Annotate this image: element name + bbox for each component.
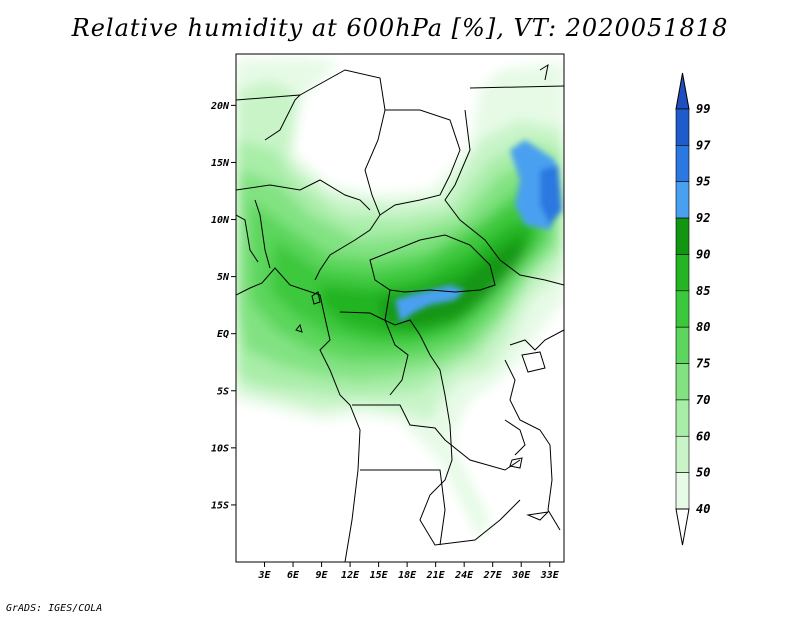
lon-tick-label: 27E [483,570,503,581]
colorbar-level-label: 40 [696,502,710,516]
colorbar-swatch [675,108,690,146]
coastline-west [236,267,361,562]
lake-mweru [509,457,523,469]
lake-kariba [526,511,550,521]
lon-tick-label: 21E [426,570,446,581]
lon-tick-label: 33E [540,570,560,581]
colorbar-level-label: 92 [696,211,710,225]
rh-band-85 [320,220,535,335]
colorbar-level-label: 50 [696,466,710,480]
colorbar-level-label: 70 [696,393,710,407]
lon-tick-label: 30E [511,570,531,581]
island-bioko [295,323,303,333]
colorbar-swatch [675,290,690,328]
colorbar-swatch [675,435,690,473]
border-line-10 [236,94,302,141]
border-line-4 [444,109,564,286]
rh-band-97-east [540,165,562,225]
border-line-7 [384,289,409,396]
border-line-6 [339,311,521,546]
coastline-red-sea [539,63,549,81]
colorbar-level-label: 80 [696,320,710,334]
border-line-14 [509,329,564,351]
border-line-15 [504,359,561,531]
lat-tick-label: 15N [211,158,230,169]
lon-tick-label: 6E [287,570,300,581]
border-line-8 [352,404,521,471]
colorbar-level-label: 97 [696,138,711,152]
lat-tick-label: EQ [217,329,229,340]
border-line-13 [236,214,259,263]
lake-tanganyika [504,419,526,456]
lon-tick-label: 18E [398,570,417,581]
lat-tick-label: 10N [211,215,230,226]
rh-band-95-congo [395,285,465,322]
island-lake [311,291,321,305]
colorbar-bottom-arrow [675,508,690,546]
border-line-12 [254,199,271,269]
border-line-11 [236,179,371,211]
lake-victoria [521,351,546,373]
colorbar-swatch [675,472,690,510]
humidity-field [236,54,564,562]
colorbar-swatch [675,399,690,437]
border-line-3 [469,85,564,89]
colorbar-level-label: 90 [696,247,710,261]
colorbar-top-arrow [675,72,690,110]
map-frame [235,53,565,563]
colorbar-swatch [675,145,690,183]
lon-tick-label: 12E [341,570,360,581]
lon-tick-label: 15E [370,570,389,581]
lat-tick-label: 15S [211,500,229,511]
colorbar-swatch [675,363,690,401]
lat-tick-label: 5N [217,272,230,283]
colorbar-swatch [675,254,690,292]
lon-tick-label: 3E [257,570,271,581]
lon-tick-label: 9E [316,570,329,581]
map-axes: 3E 6E 9E 12E 15E 18E 21E 24E 27E 30E 33E 20N 15N 10N 5… [210,101,560,581]
border-line-1 [299,69,386,281]
map-title: Relative humidity at 600hPa [%], VT: 202… [71,14,729,42]
colorbar: 99 97 95 92 90 85 80 75 70 60 50 40 [675,72,711,546]
lon-tick-label: 24E [454,570,474,581]
border-line-9 [360,469,446,546]
border-line-2 [379,109,461,216]
lat-tick-label: 5S [217,386,229,397]
colorbar-level-label: 85 [696,284,710,298]
lat-tick-label: 10S [211,443,229,454]
colorbar-level-label: 60 [696,429,710,443]
colorbar-level-label: 99 [696,102,710,116]
colorbar-level-label: 75 [696,357,710,371]
colorbar-level-label: 95 [696,175,710,189]
lat-tick-label: 20N [210,101,230,112]
footer-credit: GrADS: IGES/COLA [6,603,103,614]
border-line-5 [369,234,496,293]
colorbar-swatch [675,217,690,255]
colorbar-swatch [675,326,690,364]
country-borders [236,63,564,562]
colorbar-swatch [675,181,690,219]
